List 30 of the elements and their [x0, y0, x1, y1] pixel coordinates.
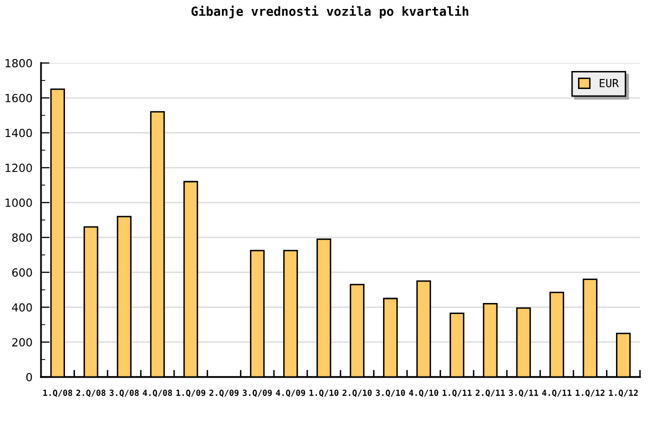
x-tick-label: 2.Q/11	[476, 390, 505, 397]
x-tick-label: 3.Q/11	[508, 390, 538, 397]
y-tick-label: 1400	[6, 128, 32, 138]
x-tick-label: 3.Q/08	[110, 390, 139, 397]
y-tick-label: 1600	[6, 94, 32, 102]
y-tick-label: 1000	[6, 198, 32, 207]
y-tick-label: 800	[12, 233, 32, 242]
x-tick-label: 3.Q/10	[376, 390, 405, 397]
x-tick-label: 1.Q/09	[176, 390, 206, 397]
y-tick-label: 400	[12, 303, 32, 312]
y-tick-label: 1200	[6, 164, 32, 172]
y-tick-label: 0	[26, 372, 32, 382]
y-tick-label: 600	[12, 268, 32, 277]
x-tick-label: 1.Q/10	[310, 390, 338, 397]
x-tick-label: 2.Q/09	[209, 390, 239, 397]
x-tick-label: 1.Q/11	[442, 390, 472, 397]
chart-title: Gibanje vrednosti vozila po kvartalih	[191, 6, 468, 18]
x-tick-label: 4.Q/08	[142, 390, 172, 397]
x-tick-label: 4.Q/11	[542, 390, 572, 397]
y-tick-label: 200	[12, 338, 32, 346]
x-tick-label: 4.Q/10	[409, 390, 438, 397]
x-tick-label: 1.Q/12	[576, 390, 604, 397]
x-tick-label: 3.Q/09	[242, 390, 272, 397]
legend-label: EUR	[600, 79, 619, 88]
x-tick-label: 2.Q/10	[342, 390, 372, 397]
x-tick-label: 1.Q/08	[43, 390, 72, 397]
x-tick-label: 2.Q/08	[76, 390, 106, 397]
x-tick-label: 4.Q/09	[276, 390, 306, 397]
y-tick-label: 1800	[6, 58, 32, 68]
x-tick-label: 1.Q/12	[609, 390, 638, 397]
